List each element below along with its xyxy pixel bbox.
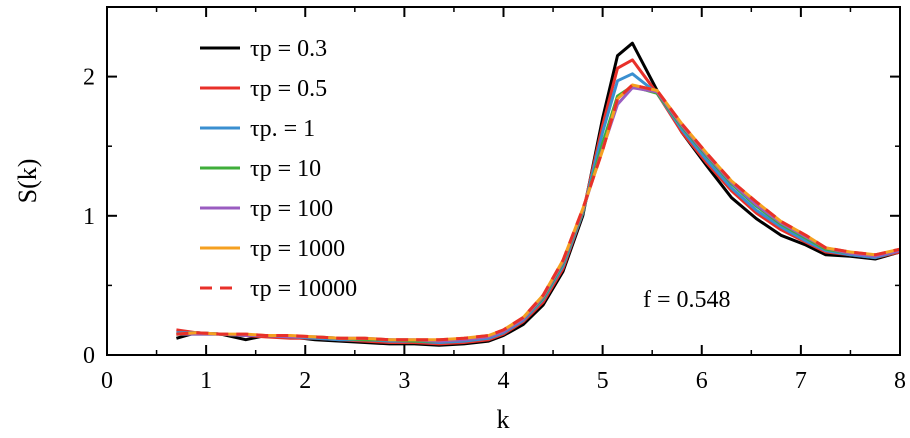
x-tick-label-4: 4	[498, 368, 510, 394]
legend-label-3: τp = 10	[250, 156, 321, 182]
x-tick-label-8: 8	[894, 368, 906, 394]
x-tick-label-6: 6	[696, 368, 708, 394]
ticks-layer: 0 1 2 3 4 5 6 7 8 0 1 2	[83, 7, 906, 394]
x-tick-label-2: 2	[299, 368, 311, 394]
y-axis-label: S(k)	[13, 159, 42, 204]
legend-label-2: τp. = 1	[250, 116, 315, 142]
x-axis-label: k	[497, 405, 510, 434]
x-tick-label-7: 7	[795, 368, 807, 394]
x-tick-label-3: 3	[398, 368, 410, 394]
legend-label-6: τp = 10000	[250, 276, 357, 302]
x-tick-label-0: 0	[101, 368, 113, 394]
series-line-6	[176, 83, 901, 342]
annotation-f: f = 0.548	[643, 287, 731, 313]
legend-label-0: τp = 0.3	[250, 36, 327, 62]
legend-label-4: τp = 100	[250, 196, 333, 222]
legend-label-1: τp = 0.5	[250, 76, 327, 102]
plot-frame	[106, 6, 901, 356]
series-layer	[175, 41, 901, 347]
x-tick-label-5: 5	[597, 368, 609, 394]
legend-label-5: τp = 1000	[250, 236, 345, 262]
y-tick-label-0: 0	[83, 343, 95, 369]
y-tick-label-2: 2	[83, 65, 95, 91]
legend: τp = 0.3 τp = 0.5 τp. = 1 τp = 10 τp = 100 τp…	[200, 36, 357, 302]
y-tick-label-1: 1	[83, 204, 95, 230]
x-tick-label-1: 1	[200, 368, 212, 394]
